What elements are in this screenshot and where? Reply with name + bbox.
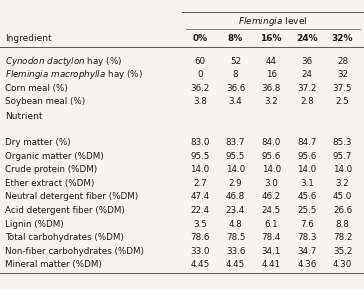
- Text: 6.1: 6.1: [264, 220, 278, 229]
- Text: 4.41: 4.41: [262, 260, 281, 269]
- Text: 16%: 16%: [260, 34, 282, 42]
- Text: Lignin (%DM): Lignin (%DM): [5, 220, 64, 229]
- Text: 95.7: 95.7: [333, 152, 352, 161]
- Text: 3.5: 3.5: [193, 220, 207, 229]
- Text: 78.3: 78.3: [297, 233, 317, 242]
- Text: 22.4: 22.4: [190, 206, 209, 215]
- Text: 34.7: 34.7: [297, 247, 317, 256]
- Text: 34.1: 34.1: [262, 247, 281, 256]
- Text: Total carbohydrates (%DM): Total carbohydrates (%DM): [5, 233, 124, 242]
- Text: 78.2: 78.2: [333, 233, 352, 242]
- Text: Mineral matter (%DM): Mineral matter (%DM): [5, 260, 102, 269]
- Text: $\it{Flemingia}$ level: $\it{Flemingia}$ level: [238, 15, 308, 28]
- Text: 23.4: 23.4: [226, 206, 245, 215]
- Text: 83.7: 83.7: [226, 138, 245, 147]
- Text: 3.1: 3.1: [300, 179, 314, 188]
- Text: 36.6: 36.6: [226, 84, 245, 93]
- Text: Organic matter (%DM): Organic matter (%DM): [5, 152, 104, 161]
- Text: Acid detergent fiber (%DM): Acid detergent fiber (%DM): [5, 206, 125, 215]
- Text: 24: 24: [301, 70, 312, 79]
- Text: 3.2: 3.2: [336, 179, 349, 188]
- Text: 4.8: 4.8: [229, 220, 242, 229]
- Text: 28: 28: [337, 57, 348, 66]
- Text: 46.8: 46.8: [226, 192, 245, 201]
- Text: 8%: 8%: [228, 34, 243, 42]
- Text: 0%: 0%: [192, 34, 207, 42]
- Text: 84.7: 84.7: [297, 138, 317, 147]
- Text: Dry matter (%): Dry matter (%): [5, 138, 71, 147]
- Text: 36.8: 36.8: [261, 84, 281, 93]
- Text: Ether extract (%DM): Ether extract (%DM): [5, 179, 95, 188]
- Text: 2.5: 2.5: [336, 97, 349, 106]
- Text: 3.0: 3.0: [264, 179, 278, 188]
- Text: 14.0: 14.0: [262, 165, 281, 174]
- Text: 8.8: 8.8: [336, 220, 349, 229]
- Text: 2.8: 2.8: [300, 97, 314, 106]
- Text: 45.6: 45.6: [297, 192, 316, 201]
- Text: Neutral detergent fiber (%DM): Neutral detergent fiber (%DM): [5, 192, 139, 201]
- Text: 32: 32: [337, 70, 348, 79]
- Text: 14.0: 14.0: [333, 165, 352, 174]
- Text: 3.8: 3.8: [193, 97, 207, 106]
- Text: 45.0: 45.0: [333, 192, 352, 201]
- Text: 85.3: 85.3: [333, 138, 352, 147]
- Text: Corn meal (%): Corn meal (%): [5, 84, 68, 93]
- Text: 44: 44: [266, 57, 277, 66]
- Text: 83.0: 83.0: [190, 138, 210, 147]
- Text: 4.30: 4.30: [333, 260, 352, 269]
- Text: 95.5: 95.5: [190, 152, 210, 161]
- Text: 14.0: 14.0: [190, 165, 209, 174]
- Text: 37.2: 37.2: [297, 84, 317, 93]
- Text: 2.7: 2.7: [193, 179, 207, 188]
- Text: 7.6: 7.6: [300, 220, 314, 229]
- Text: 46.2: 46.2: [262, 192, 281, 201]
- Text: 24.5: 24.5: [262, 206, 281, 215]
- Text: $\it{Cynodon\ dactylon}$ hay (%): $\it{Cynodon\ dactylon}$ hay (%): [5, 55, 123, 68]
- Text: 24%: 24%: [296, 34, 318, 42]
- Text: 4.36: 4.36: [297, 260, 316, 269]
- Text: 2.9: 2.9: [229, 179, 242, 188]
- Text: 78.6: 78.6: [190, 233, 210, 242]
- Text: 36.2: 36.2: [190, 84, 209, 93]
- Text: 84.0: 84.0: [261, 138, 281, 147]
- Text: Soybean meal (%): Soybean meal (%): [5, 97, 86, 106]
- Text: Crude protein (%DM): Crude protein (%DM): [5, 165, 98, 174]
- Text: 95.5: 95.5: [226, 152, 245, 161]
- Text: 33.6: 33.6: [226, 247, 245, 256]
- Text: 35.2: 35.2: [333, 247, 352, 256]
- Text: 3.2: 3.2: [264, 97, 278, 106]
- Text: 3.4: 3.4: [229, 97, 242, 106]
- Text: 36: 36: [301, 57, 312, 66]
- Text: Ingredient: Ingredient: [5, 34, 52, 42]
- Text: 14.0: 14.0: [297, 165, 316, 174]
- Text: Nutrient: Nutrient: [5, 112, 43, 121]
- Text: 32%: 32%: [332, 34, 353, 42]
- Text: 60: 60: [194, 57, 205, 66]
- Text: 16: 16: [266, 70, 277, 79]
- Text: 4.45: 4.45: [190, 260, 209, 269]
- Text: $\it{Flemingia\ macrophylla}$ hay (%): $\it{Flemingia\ macrophylla}$ hay (%): [5, 68, 143, 81]
- Text: 14.0: 14.0: [226, 165, 245, 174]
- Text: Non-fiber carbohydrates (%DM): Non-fiber carbohydrates (%DM): [5, 247, 145, 256]
- Text: 33.0: 33.0: [190, 247, 210, 256]
- Text: 37.5: 37.5: [333, 84, 352, 93]
- Text: 8: 8: [233, 70, 238, 79]
- Text: 47.4: 47.4: [190, 192, 209, 201]
- Text: 78.4: 78.4: [261, 233, 281, 242]
- Text: 25.5: 25.5: [297, 206, 317, 215]
- Text: 95.6: 95.6: [297, 152, 316, 161]
- Text: 78.5: 78.5: [226, 233, 245, 242]
- Text: 52: 52: [230, 57, 241, 66]
- Text: 4.45: 4.45: [226, 260, 245, 269]
- Text: 95.6: 95.6: [262, 152, 281, 161]
- Text: 26.6: 26.6: [333, 206, 352, 215]
- Text: 0: 0: [197, 70, 203, 79]
